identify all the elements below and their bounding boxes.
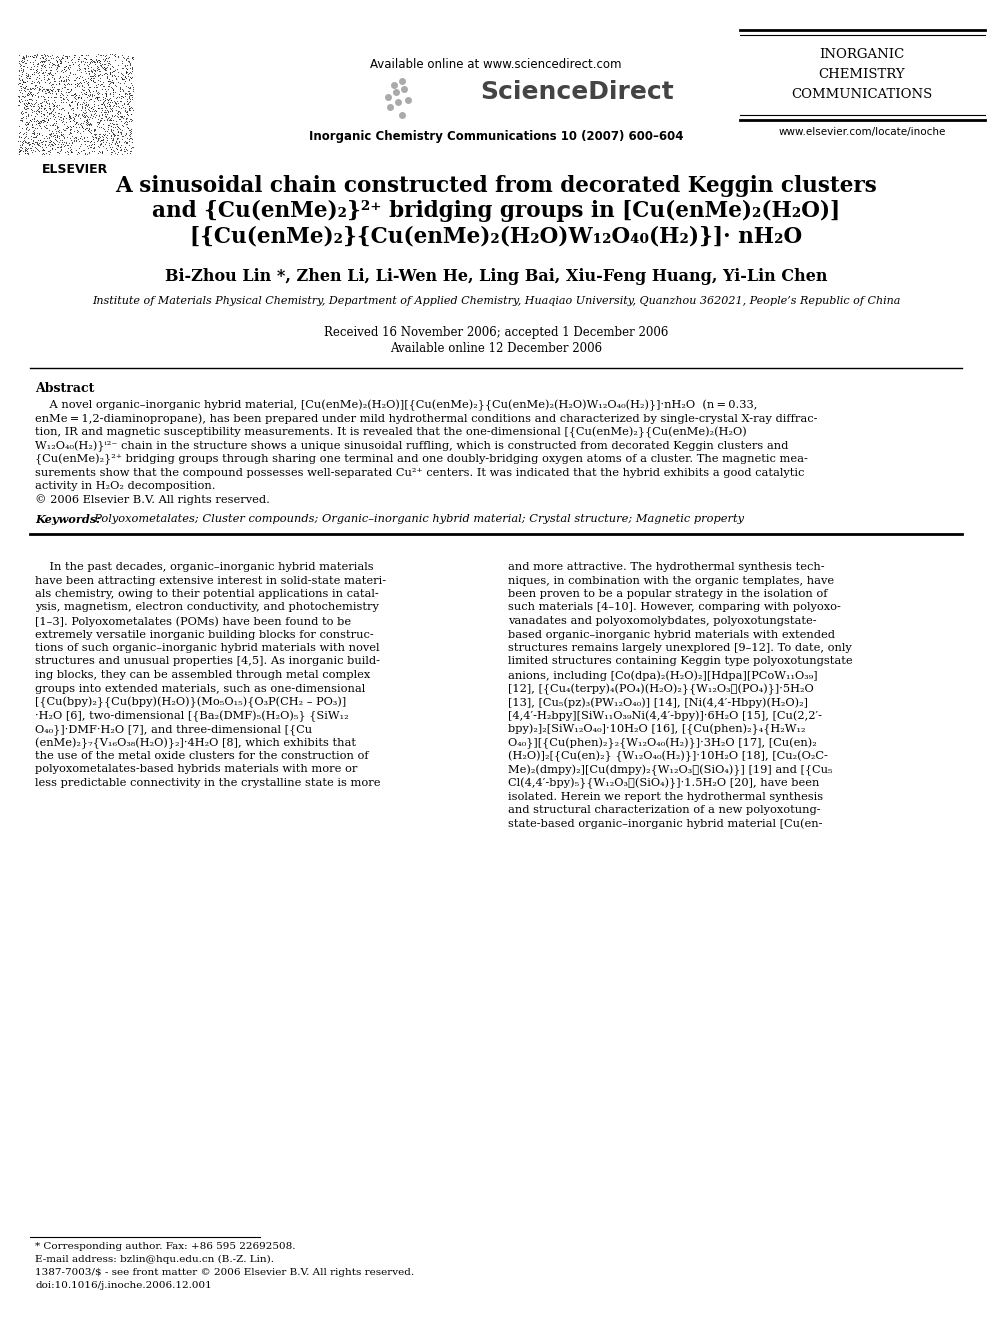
Text: niques, in combination with the organic templates, have: niques, in combination with the organic …	[508, 576, 834, 586]
Text: Me)₂(dmpy)₂][Cu(dmpy)₂{W₁₂O₃⁦(SiO₄)}] [19] and [{Cu₅: Me)₂(dmpy)₂][Cu(dmpy)₂{W₁₂O₃⁦(SiO₄)}] [1…	[508, 765, 832, 775]
Text: O₄₀}]·DMF·H₂O [7], and three-dimensional [{Cu: O₄₀}]·DMF·H₂O [7], and three-dimensional…	[35, 724, 312, 734]
Text: and {Cu(enMe)₂}²⁺ bridging groups in [Cu(enMe)₂(H₂O)]: and {Cu(enMe)₂}²⁺ bridging groups in [Cu…	[152, 200, 840, 222]
Text: activity in H₂O₂ decomposition.: activity in H₂O₂ decomposition.	[35, 482, 215, 491]
Text: {Cu(enMe)₂}²⁺ bridging groups through sharing one terminal and one doubly-bridgi: {Cu(enMe)₂}²⁺ bridging groups through sh…	[35, 454, 807, 466]
Text: INORGANIC: INORGANIC	[819, 48, 905, 61]
Text: [1–3]. Polyoxometalates (POMs) have been found to be: [1–3]. Polyoxometalates (POMs) have been…	[35, 617, 351, 627]
Text: In the past decades, organic–inorganic hybrid materials: In the past decades, organic–inorganic h…	[35, 562, 374, 572]
Text: ScienceDirect: ScienceDirect	[480, 79, 674, 105]
Text: vanadates and polyoxomolybdates, polyoxotungstate-: vanadates and polyoxomolybdates, polyoxo…	[508, 617, 816, 626]
Text: less predictable connectivity in the crystalline state is more: less predictable connectivity in the cry…	[35, 778, 381, 789]
Text: Available online at www.sciencedirect.com: Available online at www.sciencedirect.co…	[370, 58, 622, 71]
Text: ELSEVIER: ELSEVIER	[42, 163, 108, 176]
Text: groups into extended materials, such as one-dimensional: groups into extended materials, such as …	[35, 684, 365, 693]
Text: Institute of Materials Physical Chemistry, Department of Applied Chemistry, Huaq: Institute of Materials Physical Chemistr…	[92, 296, 900, 306]
Text: [13], [Cu₅(pz)₃(PW₁₂O₄₀)] [14], [Ni(4,4′-Hbpy)(H₂O)₂]: [13], [Cu₅(pz)₃(PW₁₂O₄₀)] [14], [Ni(4,4′…	[508, 697, 808, 708]
Text: CHEMISTRY: CHEMISTRY	[818, 67, 906, 81]
Text: Polyoxometalates; Cluster compounds; Organic–inorganic hybrid material; Crystal : Polyoxometalates; Cluster compounds; Org…	[87, 515, 744, 524]
Text: tions of such organic–inorganic hybrid materials with novel: tions of such organic–inorganic hybrid m…	[35, 643, 380, 654]
Text: Keywords:: Keywords:	[35, 515, 100, 525]
Text: have been attracting extensive interest in solid-state materi-: have been attracting extensive interest …	[35, 576, 386, 586]
Text: COMMUNICATIONS: COMMUNICATIONS	[792, 89, 932, 101]
Text: based organic–inorganic hybrid materials with extended: based organic–inorganic hybrid materials…	[508, 630, 835, 639]
Text: such materials [4–10]. However, comparing with polyoxo-: such materials [4–10]. However, comparin…	[508, 602, 841, 613]
Text: [12], [{Cu₄(terpy)₄(PO₄)(H₂O)₂}{W₁₂O₃⁦(PO₄)}]·5H₂O: [12], [{Cu₄(terpy)₄(PO₄)(H₂O)₂}{W₁₂O₃⁦(P…	[508, 684, 813, 695]
Text: Available online 12 December 2006: Available online 12 December 2006	[390, 343, 602, 355]
Text: structures and unusual properties [4,5]. As inorganic build-: structures and unusual properties [4,5].…	[35, 656, 380, 667]
Text: anions, including [Co(dpa)₂(H₂O)₂][Hdpa][PCoW₁₁O₃₉]: anions, including [Co(dpa)₂(H₂O)₂][Hdpa]…	[508, 669, 817, 680]
Text: surements show that the compound possesses well-separated Cu²⁺ centers. It was i: surements show that the compound possess…	[35, 467, 805, 478]
Text: been proven to be a popular strategy in the isolation of: been proven to be a popular strategy in …	[508, 589, 827, 599]
Text: polyoxometalates-based hybrids materials with more or: polyoxometalates-based hybrids materials…	[35, 765, 357, 774]
Text: [{Cu(enMe)₂}{Cu(enMe)₂(H₂O)W₁₂O₄₀(H₂)}]· nH₂O: [{Cu(enMe)₂}{Cu(enMe)₂(H₂O)W₁₂O₄₀(H₂)}]·…	[189, 225, 803, 247]
Text: [{Cu(bpy)₂}{Cu(bpy)(H₂O)}(Mo₅O₁₅){O₃P(CH₂ – PO₃)]: [{Cu(bpy)₂}{Cu(bpy)(H₂O)}(Mo₅O₁₅){O₃P(CH…	[35, 697, 346, 708]
Text: (H₂O)]₂[{Cu(en)₂} {W₁₂O₄₀(H₂)}]·10H₂O [18], [Cu₂(O₂C-: (H₂O)]₂[{Cu(en)₂} {W₁₂O₄₀(H₂)}]·10H₂O [1…	[508, 751, 828, 762]
Text: the use of the metal oxide clusters for the construction of: the use of the metal oxide clusters for …	[35, 751, 369, 761]
Text: limited structures containing Keggin type polyoxotungstate: limited structures containing Keggin typ…	[508, 656, 853, 667]
Text: extremely versatile inorganic building blocks for construc-: extremely versatile inorganic building b…	[35, 630, 374, 639]
Text: www.elsevier.com/locate/inoche: www.elsevier.com/locate/inoche	[779, 127, 945, 138]
Text: Cl(4,4′-bpy)₅}{W₁₂O₃⁦(SiO₄)}]·1.5H₂O [20], have been: Cl(4,4′-bpy)₅}{W₁₂O₃⁦(SiO₄)}]·1.5H₂O [20…	[508, 778, 819, 790]
Text: * Corresponding author. Fax: +86 595 22692508.: * Corresponding author. Fax: +86 595 226…	[35, 1242, 296, 1252]
Text: isolated. Herein we report the hydrothermal synthesis: isolated. Herein we report the hydrother…	[508, 791, 823, 802]
Text: state-based organic–inorganic hybrid material [Cu(en-: state-based organic–inorganic hybrid mat…	[508, 819, 822, 830]
Text: O₄₀}][{Cu(phen)₂}₂{W₁₂O₄₀(H₂)}]·3H₂O [17], [Cu(en)₂: O₄₀}][{Cu(phen)₂}₂{W₁₂O₄₀(H₂)}]·3H₂O [17…	[508, 737, 816, 749]
Text: bpy)₂]₂[SiW₁₂O₄₀]·10H₂O [16], [{Cu(phen)₂}₄{H₂W₁₂: bpy)₂]₂[SiW₁₂O₄₀]·10H₂O [16], [{Cu(phen)…	[508, 724, 806, 736]
Text: E-mail address: bzlin@hqu.edu.cn (B.-Z. Lin).: E-mail address: bzlin@hqu.edu.cn (B.-Z. …	[35, 1256, 274, 1263]
Text: als chemistry, owing to their potential applications in catal-: als chemistry, owing to their potential …	[35, 589, 379, 599]
Text: [4,4′-H₂bpy][SiW₁₁O₃₉Ni(4,4′-bpy)]·6H₂O [15], [Cu(2,2′-: [4,4′-H₂bpy][SiW₁₁O₃₉Ni(4,4′-bpy)]·6H₂O …	[508, 710, 822, 721]
Text: Bi-Zhou Lin *, Zhen Li, Li-Wen He, Ling Bai, Xiu-Feng Huang, Yi-Lin Chen: Bi-Zhou Lin *, Zhen Li, Li-Wen He, Ling …	[165, 269, 827, 284]
Text: ·H₂O [6], two-dimensional [{Ba₂(DMF)₅(H₂O)₅} {SiW₁₂: ·H₂O [6], two-dimensional [{Ba₂(DMF)₅(H₂…	[35, 710, 348, 722]
Text: (enMe)₂}₇{V₁₆O₃₈(H₂O)}₂]·4H₂O [8], which exhibits that: (enMe)₂}₇{V₁₆O₃₈(H₂O)}₂]·4H₂O [8], which…	[35, 737, 356, 749]
Text: ysis, magnetism, electron conductivity, and photochemistry: ysis, magnetism, electron conductivity, …	[35, 602, 379, 613]
Text: and more attractive. The hydrothermal synthesis tech-: and more attractive. The hydrothermal sy…	[508, 562, 824, 572]
Text: structures remains largely unexplored [9–12]. To date, only: structures remains largely unexplored [9…	[508, 643, 852, 654]
Text: ing blocks, they can be assembled through metal complex: ing blocks, they can be assembled throug…	[35, 669, 370, 680]
Text: Inorganic Chemistry Communications 10 (2007) 600–604: Inorganic Chemistry Communications 10 (2…	[309, 130, 683, 143]
Text: W₁₂O₄₀(H₂)}ⁱ²⁻ chain in the structure shows a unique sinusoidal ruffling, which : W₁₂O₄₀(H₂)}ⁱ²⁻ chain in the structure sh…	[35, 441, 789, 452]
Text: and structural characterization of a new polyoxotung-: and structural characterization of a new…	[508, 804, 820, 815]
Text: enMe = 1,2-diaminopropane), has been prepared under mild hydrothermal conditions: enMe = 1,2-diaminopropane), has been pre…	[35, 414, 817, 425]
Text: tion, IR and magnetic susceptibility measurements. It is revealed that the one-d: tion, IR and magnetic susceptibility mea…	[35, 427, 747, 438]
Text: doi:10.1016/j.inoche.2006.12.001: doi:10.1016/j.inoche.2006.12.001	[35, 1281, 211, 1290]
Text: Abstract: Abstract	[35, 382, 94, 396]
Text: Received 16 November 2006; accepted 1 December 2006: Received 16 November 2006; accepted 1 De…	[323, 325, 669, 339]
Text: 1387-7003/$ - see front matter © 2006 Elsevier B.V. All rights reserved.: 1387-7003/$ - see front matter © 2006 El…	[35, 1267, 414, 1277]
Text: A sinusoidal chain constructed from decorated Keggin clusters: A sinusoidal chain constructed from deco…	[115, 175, 877, 197]
Text: © 2006 Elsevier B.V. All rights reserved.: © 2006 Elsevier B.V. All rights reserved…	[35, 495, 270, 505]
Text: A novel organic–inorganic hybrid material, [Cu(enMe)₂(H₂O)][{Cu(enMe)₂}{Cu(enMe): A novel organic–inorganic hybrid materia…	[35, 400, 757, 411]
